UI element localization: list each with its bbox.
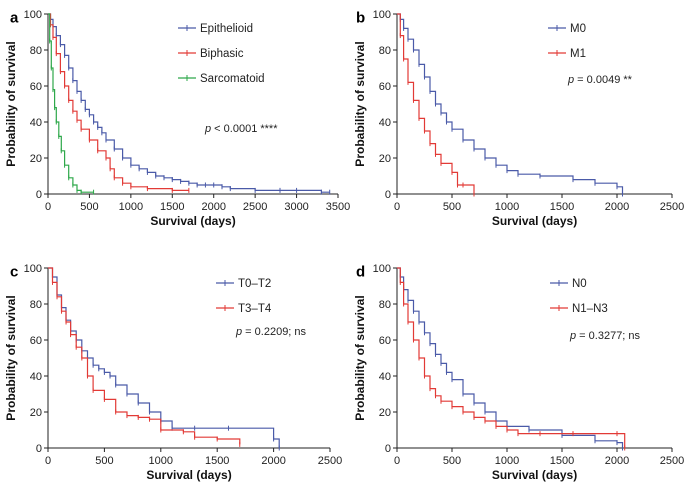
chart-b-legend-m0-label: M0 bbox=[570, 23, 586, 35]
chart-d-p-value-text: = 0.3277; ns bbox=[576, 330, 640, 342]
chart-a-x-tick-label: 1000 bbox=[119, 201, 143, 213]
chart-d-x-tick-label: 1000 bbox=[495, 455, 519, 467]
chart-a-series-biphasic-line bbox=[48, 13, 189, 191]
chart-a-legend-sarcomatoid-label: Sarcomatoid bbox=[200, 73, 265, 85]
chart-d-x-tick-label: 1500 bbox=[550, 455, 574, 467]
chart-d-series-n0-line bbox=[397, 267, 624, 448]
chart-d-x-tick-label: 0 bbox=[394, 455, 400, 467]
chart-a-panel-label: a bbox=[10, 9, 19, 26]
chart-c-legend-t0-t2-label: T0–T2 bbox=[238, 278, 271, 290]
chart-d-p-value: p = 0.3277; ns bbox=[569, 330, 641, 342]
chart-b-y-tick-label: 80 bbox=[379, 45, 391, 57]
chart-a-x-tick-label: 3000 bbox=[284, 201, 308, 213]
chart-d-y-tick-label: 40 bbox=[379, 371, 391, 383]
chart-b-x-tick-label: 0 bbox=[394, 201, 400, 213]
chart-d-x-tick-label: 500 bbox=[443, 455, 461, 467]
chart-a-y-tick-label: 0 bbox=[36, 189, 42, 201]
chart-c-y-tick-label: 20 bbox=[30, 407, 42, 419]
chart-d-legend-n0-label: N0 bbox=[572, 278, 587, 290]
chart-c-legend-t3-t4-label: T3–T4 bbox=[238, 303, 272, 315]
chart-c-x-tick-label: 1000 bbox=[149, 455, 173, 467]
chart-d-y-tick-label: 0 bbox=[385, 443, 391, 455]
chart-d-y-tick-label: 100 bbox=[373, 263, 391, 275]
chart-c-y-tick-label: 100 bbox=[24, 263, 42, 275]
chart-b-p-symbol: p bbox=[567, 74, 574, 86]
chart-d-y-tick-label: 20 bbox=[379, 407, 391, 419]
chart-c-y-tick-label: 60 bbox=[30, 335, 42, 347]
chart-a-y-axis-title: Probability of survival bbox=[4, 41, 18, 166]
chart-a-y-tick-label: 100 bbox=[24, 9, 42, 21]
chart-d-y-tick-label: 60 bbox=[379, 335, 391, 347]
chart-a-x-tick-label: 1500 bbox=[160, 201, 184, 213]
chart-a-y-tick-label: 80 bbox=[30, 45, 42, 57]
chart-c-y-tick-label: 0 bbox=[36, 443, 42, 455]
chart-b-panel-label: b bbox=[356, 9, 365, 26]
chart-a-y-tick-label: 20 bbox=[30, 153, 42, 165]
chart-c-x-tick-label: 2000 bbox=[261, 455, 285, 467]
chart-c-series-t3-t4-line bbox=[48, 267, 241, 445]
chart-d-x-tick-label: 2000 bbox=[605, 455, 629, 467]
chart-a-p-value-text: < 0.0001 **** bbox=[211, 123, 278, 135]
chart-b-series-m0-line bbox=[397, 13, 624, 194]
chart-a-x-axis-title: Survival (days) bbox=[150, 214, 235, 228]
chart-c-x-tick-label: 1500 bbox=[205, 455, 229, 467]
chart-d-series-n1-n3-line bbox=[397, 267, 626, 448]
chart-c-y-tick-label: 40 bbox=[30, 371, 42, 383]
chart-a-series-epithelioid-line bbox=[48, 13, 330, 193]
chart-b-y-tick-label: 20 bbox=[379, 153, 391, 165]
chart-d-x-axis-title: Survival (days) bbox=[492, 468, 577, 482]
chart-b-legend-m1-label: M1 bbox=[570, 48, 586, 60]
chart-a-p-symbol: p bbox=[204, 123, 211, 135]
chart-c-x-axis-title: Survival (days) bbox=[146, 468, 231, 482]
chart-b-p-value: p = 0.0049 ** bbox=[567, 74, 633, 86]
chart-a-legend-biphasic-label: Biphasic bbox=[200, 48, 244, 60]
chart-b-x-tick-label: 2000 bbox=[605, 201, 629, 213]
chart-b-x-tick-label: 500 bbox=[443, 201, 461, 213]
chart-b-x-tick-label: 2500 bbox=[660, 201, 684, 213]
chart-d-p-symbol: p bbox=[569, 330, 576, 342]
chart-d-legend-n1-n3-label: N1–N3 bbox=[572, 303, 608, 315]
chart-b-y-tick-label: 40 bbox=[379, 117, 391, 129]
chart-b-y-axis-title: Probability of survival bbox=[353, 41, 367, 166]
chart-b-y-tick-label: 0 bbox=[385, 189, 391, 201]
chart-a-x-tick-label: 500 bbox=[80, 201, 98, 213]
chart-c-p-value-text: = 0.2209; ns bbox=[242, 326, 306, 338]
chart-b-series-m1-line bbox=[397, 13, 475, 194]
chart-a-y-tick-label: 40 bbox=[30, 117, 42, 129]
chart-b-x-tick-label: 1500 bbox=[550, 201, 574, 213]
chart-a-series-sarcomatoid-line bbox=[48, 13, 94, 193]
chart-b-y-tick-label: 60 bbox=[379, 81, 391, 93]
chart-b-x-axis-title: Survival (days) bbox=[492, 214, 577, 228]
chart-a-x-tick-label: 2000 bbox=[201, 201, 225, 213]
chart-c-p-symbol: p bbox=[235, 326, 242, 338]
chart-b-y-tick-label: 100 bbox=[373, 9, 391, 21]
chart-b-x-tick-label: 1000 bbox=[495, 201, 519, 213]
chart-c-panel-label: c bbox=[10, 263, 18, 280]
chart-d-y-tick-label: 80 bbox=[379, 299, 391, 311]
chart-d-y-axis-title: Probability of survival bbox=[353, 295, 367, 420]
chart-c-x-tick-label: 2500 bbox=[318, 455, 342, 467]
chart-c-y-tick-label: 80 bbox=[30, 299, 42, 311]
chart-c-x-tick-label: 0 bbox=[45, 455, 51, 467]
chart-c-x-tick-label: 500 bbox=[95, 455, 113, 467]
chart-a-x-tick-label: 3500 bbox=[326, 201, 350, 213]
chart-c-series-t0-t2-line bbox=[48, 267, 280, 448]
chart-a-y-tick-label: 60 bbox=[30, 81, 42, 93]
chart-a-legend-epithelioid-label: Epithelioid bbox=[200, 23, 253, 35]
chart-a-p-value: p < 0.0001 **** bbox=[204, 123, 278, 135]
chart-d-x-tick-label: 2500 bbox=[660, 455, 684, 467]
chart-a-x-tick-label: 2500 bbox=[243, 201, 267, 213]
chart-d-panel-label: d bbox=[356, 263, 365, 280]
chart-a-x-tick-label: 0 bbox=[45, 201, 51, 213]
chart-c-y-axis-title: Probability of survival bbox=[4, 295, 18, 420]
chart-b-p-value-text: = 0.0049 ** bbox=[574, 74, 633, 86]
chart-c-p-value: p = 0.2209; ns bbox=[235, 326, 307, 338]
